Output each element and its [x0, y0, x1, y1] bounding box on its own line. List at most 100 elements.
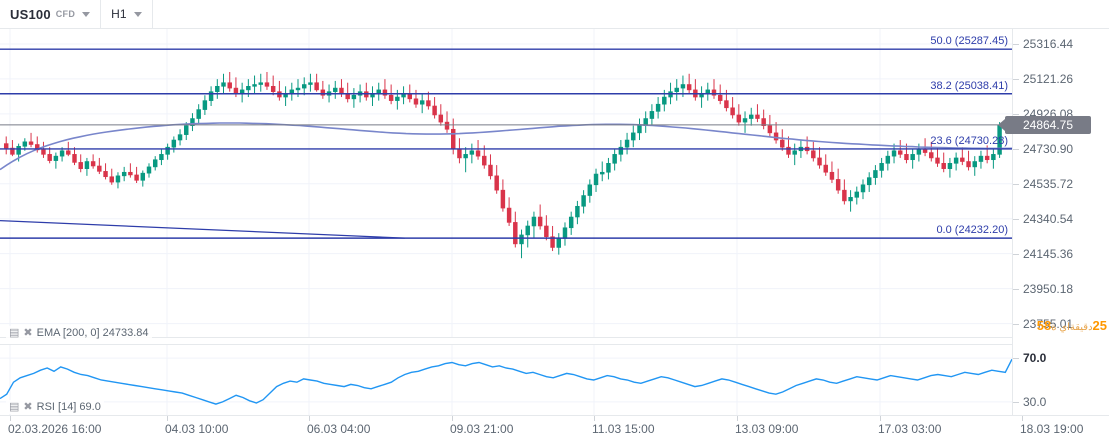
candle-body — [208, 91, 214, 101]
time-axis-tick — [594, 416, 595, 421]
candle-body — [829, 171, 835, 180]
candle-body — [711, 89, 717, 96]
candle-body — [28, 141, 34, 145]
chevron-down-icon[interactable] — [133, 11, 142, 17]
candle-body — [811, 150, 816, 159]
candle-body — [568, 216, 574, 229]
settings-icon[interactable]: ▤ — [9, 326, 20, 339]
candle-body — [891, 150, 897, 157]
candle-body — [835, 179, 841, 191]
rsi-chart-pane[interactable] — [0, 345, 1012, 415]
candle-body — [432, 105, 437, 116]
candle-body — [103, 171, 108, 178]
candle-body — [866, 177, 872, 186]
price-chart-pane[interactable] — [0, 29, 1012, 337]
price-axis-tick — [1013, 78, 1019, 80]
rsi-axis-label: 70.0 — [1023, 351, 1047, 366]
candle-body — [823, 164, 828, 173]
fibonacci-level-label: 23.6 (24730.28) — [930, 134, 1008, 147]
price-axis-label: 24340.54 — [1023, 211, 1074, 226]
candle-body — [382, 89, 388, 96]
candle-body — [196, 109, 201, 119]
candle-body — [519, 234, 524, 245]
candle-body — [215, 86, 220, 92]
time-axis[interactable]: 02.03.2026 16:00 04.03 10:00 06.03 04:00 09… — [0, 415, 1109, 442]
candle-body — [270, 86, 276, 92]
close-icon[interactable]: ✖ — [23, 326, 33, 339]
candle-body — [817, 157, 822, 166]
fibonacci-level-label: 50.0 (25287.45) — [930, 35, 1008, 48]
candle-body — [202, 100, 208, 110]
candle-body — [649, 111, 655, 119]
time-axis-tick — [10, 416, 11, 421]
price-axis-label: 25121.26 — [1023, 71, 1074, 86]
candle-body — [780, 139, 785, 148]
candle-body — [413, 98, 419, 105]
candle-body — [146, 166, 152, 174]
close-icon[interactable]: ✖ — [23, 400, 33, 413]
candle-body — [898, 150, 903, 155]
candle-body — [395, 96, 400, 101]
time-axis-tick — [167, 416, 168, 421]
candle-body — [525, 225, 530, 236]
candle-body — [941, 163, 946, 169]
candle-body — [749, 114, 754, 119]
candle-body — [724, 100, 729, 109]
chart-toolbar: US100 CFD H1 — [0, 0, 1109, 29]
candle-body — [109, 176, 114, 183]
candle-body — [848, 197, 853, 202]
candle-body — [761, 118, 766, 126]
rsi-indicator-legend[interactable]: ▤ ✖ RSI [14] 69.0 — [6, 400, 104, 414]
candle-body — [500, 189, 506, 209]
candle-body — [717, 94, 723, 101]
candle-body — [506, 207, 512, 223]
candle-body — [556, 238, 561, 248]
candle-body — [444, 121, 450, 130]
chevron-down-icon[interactable] — [82, 11, 91, 17]
candle-body — [879, 163, 884, 171]
price-axis[interactable]: 25316.44 25121.26 24926.08 24730.90 24535.72… — [1012, 29, 1109, 415]
candle-body — [264, 82, 270, 87]
rsi-line — [0, 358, 1012, 405]
candle-body — [159, 154, 164, 161]
time-axis-label: 06.03 04:00 — [307, 422, 371, 436]
current-price-badge: 24864.75 — [998, 115, 1091, 134]
candle-body — [128, 171, 133, 176]
time-axis-label: 04.03 10:00 — [165, 422, 229, 436]
candle-body — [978, 155, 984, 162]
candle-body — [221, 82, 226, 87]
candle-body — [47, 154, 52, 161]
candle-body — [388, 94, 394, 101]
candle-body — [190, 118, 195, 126]
candle-body — [97, 165, 102, 172]
candle-body — [860, 184, 866, 193]
price-axis-label: 24535.72 — [1023, 176, 1074, 191]
candle-body — [426, 100, 431, 107]
time-axis-label: 02.03.2026 16:00 — [8, 422, 102, 436]
fibonacci-level-label: 0.0 (24232.20) — [936, 224, 1008, 237]
symbol-selector[interactable]: US100 CFD — [0, 0, 102, 29]
rsi-axis-label: 30.0 — [1023, 394, 1047, 409]
price-axis-label: 24730.90 — [1023, 141, 1074, 156]
candle-body — [991, 154, 996, 161]
candle-body — [550, 236, 555, 248]
ema-indicator-legend[interactable]: ▤ ✖ EMA [200, 0] 24733.84 — [6, 326, 152, 340]
candle-body — [600, 171, 605, 175]
fibonacci-level-label: 38.2 (25038.41) — [930, 79, 1008, 92]
watermark-number-right: 58 — [1036, 318, 1052, 333]
settings-icon[interactable]: ▤ — [9, 400, 20, 413]
price-axis-label: 25316.44 — [1023, 36, 1074, 51]
candle-body — [488, 164, 493, 177]
price-axis-tick — [1013, 43, 1019, 45]
candle-body — [618, 146, 624, 155]
price-axis-tick — [1013, 218, 1019, 220]
candle-body — [140, 172, 146, 181]
time-axis-tick — [309, 416, 310, 421]
candle-body — [463, 154, 468, 159]
candle-body — [842, 189, 847, 202]
timeframe-selector[interactable]: H1 — [101, 0, 153, 29]
candle-body — [631, 132, 636, 141]
time-axis-tick — [1022, 416, 1023, 421]
candle-body — [184, 125, 189, 135]
time-axis-label: 17.03 03:00 — [878, 422, 942, 436]
